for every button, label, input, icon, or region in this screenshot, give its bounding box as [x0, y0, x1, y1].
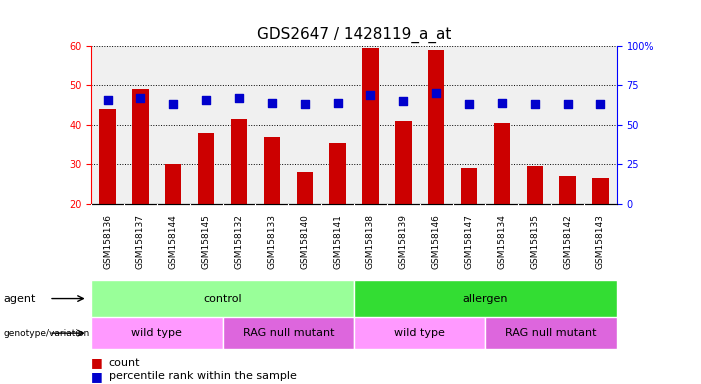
Text: GSM158138: GSM158138 — [366, 214, 375, 270]
Bar — [100, 109, 116, 204]
Point — [430, 90, 442, 96]
Text: GSM158145: GSM158145 — [202, 215, 210, 269]
Bar — [559, 176, 576, 204]
Point — [168, 101, 179, 108]
Text: GSM158135: GSM158135 — [530, 214, 539, 270]
Text: ■: ■ — [91, 370, 107, 383]
Point — [463, 101, 475, 108]
Text: GSM158144: GSM158144 — [169, 215, 178, 269]
Bar — [485, 317, 617, 349]
Point — [266, 100, 278, 106]
Text: GSM158146: GSM158146 — [432, 215, 441, 269]
Text: GSM158147: GSM158147 — [465, 215, 473, 269]
Text: GSM158136: GSM158136 — [103, 214, 112, 270]
Bar — [354, 317, 485, 349]
Point — [562, 101, 573, 108]
Text: GSM158139: GSM158139 — [399, 214, 408, 270]
Bar — [91, 280, 354, 317]
Text: wild type: wild type — [394, 328, 445, 338]
Text: wild type: wild type — [131, 328, 182, 338]
Point — [233, 95, 245, 101]
Bar — [461, 168, 477, 204]
Text: GSM158132: GSM158132 — [235, 215, 243, 269]
Text: GSM158142: GSM158142 — [563, 215, 572, 269]
Text: allergen: allergen — [463, 293, 508, 304]
Bar — [354, 280, 617, 317]
Title: GDS2647 / 1428119_a_at: GDS2647 / 1428119_a_at — [257, 27, 451, 43]
Bar — [592, 178, 608, 204]
Text: GSM158137: GSM158137 — [136, 214, 145, 270]
Bar — [526, 166, 543, 204]
Point — [299, 101, 311, 108]
Bar — [329, 142, 346, 204]
Text: agent: agent — [4, 293, 36, 304]
Bar — [297, 172, 313, 204]
Text: RAG null mutant: RAG null mutant — [505, 328, 597, 338]
Point — [365, 92, 376, 98]
Bar — [198, 133, 215, 204]
Text: GSM158133: GSM158133 — [267, 214, 276, 270]
Bar — [165, 164, 182, 204]
Text: GSM158134: GSM158134 — [498, 215, 506, 269]
Bar — [132, 89, 149, 204]
Point — [135, 95, 146, 101]
Text: GSM158143: GSM158143 — [596, 215, 605, 269]
Text: control: control — [203, 293, 242, 304]
Point — [332, 100, 343, 106]
Text: genotype/variation: genotype/variation — [4, 329, 90, 338]
Bar — [362, 48, 379, 204]
Point — [529, 101, 540, 108]
Text: GSM158141: GSM158141 — [333, 215, 342, 269]
Point — [595, 101, 606, 108]
Bar — [494, 123, 510, 204]
Bar — [223, 317, 354, 349]
Bar — [395, 121, 411, 204]
Bar — [231, 119, 247, 204]
Point — [102, 96, 113, 103]
Bar — [428, 50, 444, 204]
Bar — [91, 317, 223, 349]
Point — [397, 98, 409, 104]
Text: RAG null mutant: RAG null mutant — [243, 328, 334, 338]
Point — [496, 100, 508, 106]
Point — [200, 96, 212, 103]
Text: GSM158140: GSM158140 — [300, 215, 309, 269]
Text: percentile rank within the sample: percentile rank within the sample — [109, 371, 297, 381]
Text: count: count — [109, 358, 140, 368]
Bar — [264, 137, 280, 204]
Text: ■: ■ — [91, 356, 107, 369]
